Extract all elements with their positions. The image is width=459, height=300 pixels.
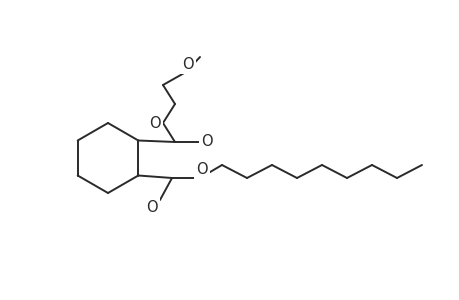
Text: O: O (149, 116, 161, 130)
Text: O: O (196, 163, 207, 178)
Text: O: O (182, 56, 193, 71)
Text: O: O (201, 134, 213, 149)
Text: O: O (146, 200, 157, 215)
